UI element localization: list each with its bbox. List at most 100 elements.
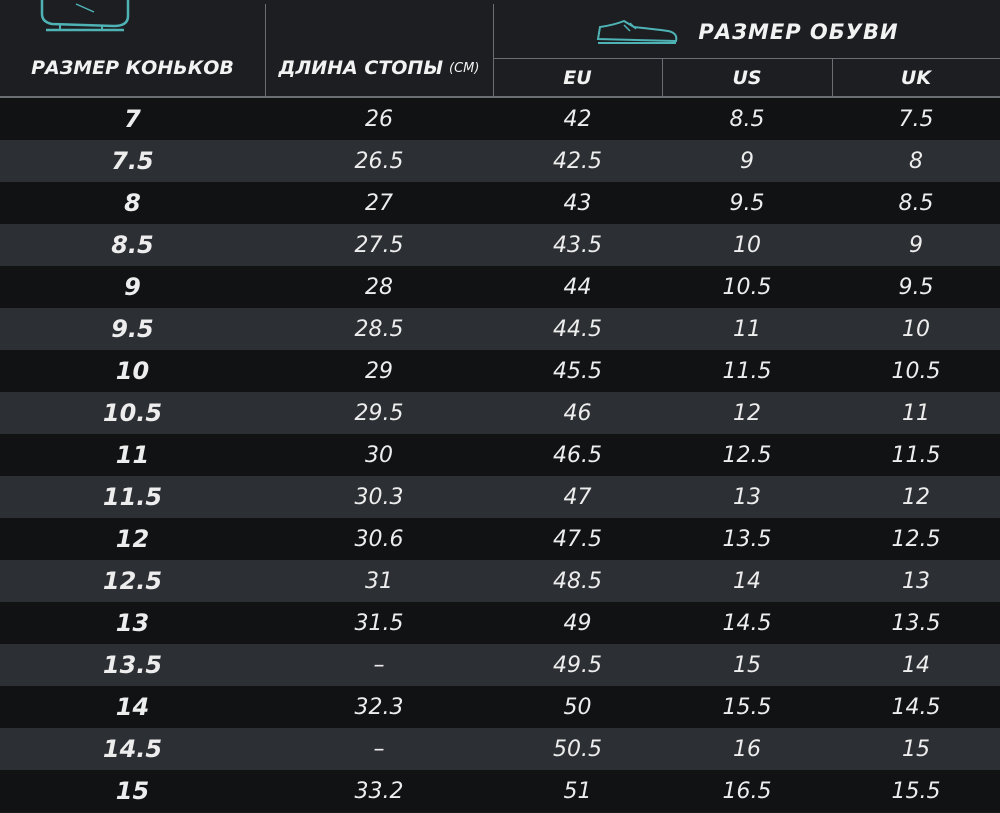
uk-size-cell: 13.5	[891, 610, 941, 636]
uk-size-cell: 8.5	[898, 190, 934, 216]
us-column-header: US	[662, 60, 832, 96]
table-row: 9.5 28.5 44.5 11 10	[0, 308, 1000, 350]
us-size-cell: 10	[733, 232, 761, 258]
foot-length-cell: 30.3	[354, 484, 404, 510]
header-divider-1	[265, 4, 266, 96]
eu-size-cell: 46.5	[553, 442, 602, 468]
skate-size-cell: 11	[115, 441, 150, 469]
skate-size-cell: 13	[115, 609, 150, 637]
table-row: 15 33.2 51 16.5 15.5	[0, 770, 1000, 812]
header-subrow-divider	[493, 58, 1000, 59]
table-row: 11 30 46.5 12.5 11.5	[0, 434, 1000, 476]
table-row: 10.5 29.5 46 12 11	[0, 392, 1000, 434]
eu-column-header: EU	[493, 60, 662, 96]
eu-size-cell: 51	[563, 778, 592, 804]
uk-column-header: UK	[832, 60, 1000, 96]
eu-size-cell: 42	[563, 106, 592, 132]
shoe-size-header-text: РАЗМЕР ОБУВИ	[698, 20, 899, 44]
us-size-cell: 11.5	[722, 358, 772, 384]
us-size-cell: 14	[733, 568, 761, 594]
skate-size-cell: 10.5	[102, 399, 163, 427]
uk-size-cell: 9.5	[898, 274, 934, 300]
foot-length-cell: 29.5	[354, 400, 404, 426]
sneaker-icon	[597, 19, 678, 44]
uk-column-header-text: UK	[900, 67, 932, 89]
table-row: 13 31.5 49 14.5 13.5	[0, 602, 1000, 644]
eu-size-cell: 50	[563, 694, 592, 720]
eu-size-cell: 49.5	[553, 652, 602, 678]
eu-column-header-text: EU	[563, 67, 592, 89]
foot-length-header: ДЛИНА СТОПЫ (СМ)	[265, 40, 493, 96]
us-size-cell: 15.5	[722, 694, 772, 720]
skate-size-cell: 9	[124, 273, 141, 301]
foot-length-cell: –	[373, 736, 385, 762]
us-size-cell: 16	[733, 736, 761, 762]
uk-size-cell: 11.5	[891, 442, 941, 468]
skate-size-cell: 8	[124, 189, 141, 217]
us-size-cell: 9	[740, 148, 754, 174]
skate-size-cell: 7.5	[111, 147, 154, 175]
us-size-cell: 8.5	[729, 106, 765, 132]
uk-size-cell: 10	[902, 316, 930, 342]
foot-length-cell: 27.5	[354, 232, 404, 258]
header-divider-2	[493, 4, 494, 96]
eu-size-cell: 48.5	[553, 568, 602, 594]
table-row: 12.5 31 48.5 14 13	[0, 560, 1000, 602]
uk-size-cell: 7.5	[898, 106, 934, 132]
table-row: 7.5 26.5 42.5 9 8	[0, 140, 1000, 182]
table-header: РАЗМЕР КОНЬКОВ ДЛИНА СТОПЫ (СМ) РАЗМЕР О…	[0, 0, 1000, 98]
foot-length-cell: 31.5	[354, 610, 404, 636]
us-size-cell: 12	[733, 400, 761, 426]
foot-length-cell: 27	[365, 190, 393, 216]
skate-size-cell: 14.5	[102, 735, 163, 763]
table-row: 14 32.3 50 15.5 14.5	[0, 686, 1000, 728]
eu-size-cell: 44	[563, 274, 592, 300]
table-row: 11.5 30.3 47 13 12	[0, 476, 1000, 518]
eu-size-cell: 43	[563, 190, 592, 216]
eu-size-cell: 47.5	[553, 526, 602, 552]
skate-size-header: РАЗМЕР КОНЬКОВ	[0, 40, 265, 96]
header-bottom-divider	[0, 96, 1000, 98]
skate-size-cell: 15	[115, 777, 150, 805]
skate-size-cell: 10	[115, 357, 150, 385]
foot-length-header-text: ДЛИНА СТОПЫ	[278, 57, 444, 79]
table-row: 14.5 – 50.5 16 15	[0, 728, 1000, 770]
uk-size-cell: 8	[909, 148, 923, 174]
eu-size-cell: 44.5	[553, 316, 602, 342]
uk-size-cell: 15.5	[891, 778, 941, 804]
uk-size-cell: 13	[902, 568, 930, 594]
table-row: 13.5 – 49.5 15 14	[0, 644, 1000, 686]
foot-length-cell: 33.2	[354, 778, 404, 804]
skate-size-cell: 8.5	[111, 231, 154, 259]
uk-size-cell: 14.5	[891, 694, 941, 720]
header-divider-4	[832, 58, 833, 96]
skate-size-header-text: РАЗМЕР КОНЬКОВ	[31, 57, 234, 79]
foot-length-cell: 26.5	[354, 148, 404, 174]
skate-size-cell: 11.5	[102, 483, 163, 511]
table-row: 12 30.6 47.5 13.5 12.5	[0, 518, 1000, 560]
foot-length-cell: 28	[365, 274, 393, 300]
eu-size-cell: 46	[563, 400, 592, 426]
uk-size-cell: 10.5	[891, 358, 941, 384]
us-column-header-text: US	[732, 67, 762, 89]
uk-size-cell: 11	[902, 400, 930, 426]
foot-length-cell: 30	[365, 442, 393, 468]
us-size-cell: 15	[733, 652, 761, 678]
table-row: 9 28 44 10.5 9.5	[0, 266, 1000, 308]
uk-size-cell: 14	[902, 652, 930, 678]
skate-size-cell: 7	[124, 105, 141, 133]
us-size-cell: 12.5	[722, 442, 772, 468]
us-size-cell: 14.5	[722, 610, 772, 636]
table-row: 8 27 43 9.5 8.5	[0, 182, 1000, 224]
eu-size-cell: 45.5	[553, 358, 602, 384]
foot-length-cell: 31	[365, 568, 393, 594]
us-size-cell: 11	[733, 316, 761, 342]
table-row: 7 26 42 8.5 7.5	[0, 98, 1000, 140]
eu-size-cell: 43.5	[553, 232, 602, 258]
header-divider-3	[662, 58, 663, 96]
table-row: 8.5 27.5 43.5 10 9	[0, 224, 1000, 266]
us-size-cell: 13.5	[722, 526, 772, 552]
foot-length-cell: 28.5	[354, 316, 404, 342]
eu-size-cell: 42.5	[553, 148, 602, 174]
